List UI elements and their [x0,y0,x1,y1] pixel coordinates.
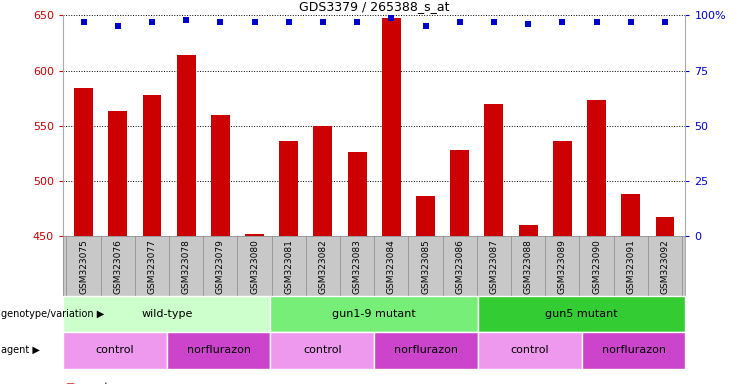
Text: GSM323077: GSM323077 [147,239,156,294]
Bar [553,141,572,236]
Text: GSM323086: GSM323086 [455,239,464,294]
Text: gun5 mutant: gun5 mutant [545,309,618,319]
Text: GSM323078: GSM323078 [182,239,190,294]
Text: GSM323075: GSM323075 [79,239,88,294]
Text: agent ▶: agent ▶ [1,345,39,356]
Bar [382,18,401,236]
Bar [63,332,167,369]
Text: GSM323081: GSM323081 [285,239,293,294]
Bar [313,126,332,236]
Text: norflurazon: norflurazon [187,345,250,356]
Text: count: count [79,382,109,384]
Bar [587,100,606,236]
Text: GSM323090: GSM323090 [592,239,601,294]
Bar [74,88,93,236]
Bar [108,111,127,236]
Title: GDS3379 / 265388_s_at: GDS3379 / 265388_s_at [299,0,450,13]
Text: GSM323080: GSM323080 [250,239,259,294]
Bar [270,296,478,332]
Bar [374,332,478,369]
Text: wild-type: wild-type [141,309,193,319]
Text: GSM323083: GSM323083 [353,239,362,294]
Bar [519,225,537,236]
Text: norflurazon: norflurazon [602,345,665,356]
Bar [478,296,685,332]
Bar [142,95,162,236]
Text: control: control [96,345,134,356]
Bar [485,104,503,236]
Bar [478,332,582,369]
Bar [245,234,264,236]
Text: GSM323085: GSM323085 [421,239,430,294]
Bar [582,332,685,369]
Text: genotype/variation ▶: genotype/variation ▶ [1,309,104,319]
Bar [656,217,674,236]
Text: GSM323076: GSM323076 [113,239,122,294]
Text: ■: ■ [65,382,74,384]
Text: gun1-9 mutant: gun1-9 mutant [332,309,416,319]
Bar [63,296,270,332]
Bar [279,141,298,236]
Text: GSM323092: GSM323092 [660,239,669,294]
Bar [270,332,374,369]
Text: GSM323084: GSM323084 [387,239,396,294]
Bar [451,150,469,236]
Text: GSM323088: GSM323088 [524,239,533,294]
Text: GSM323091: GSM323091 [626,239,635,294]
Bar [211,115,230,236]
Text: control: control [303,345,342,356]
Text: GSM323079: GSM323079 [216,239,225,294]
Text: control: control [511,345,549,356]
Bar [167,332,270,369]
Bar [621,194,640,236]
Text: GSM323082: GSM323082 [319,239,328,294]
Bar [176,55,196,236]
Text: GSM323087: GSM323087 [489,239,499,294]
Text: norflurazon: norflurazon [394,345,458,356]
Text: GSM323089: GSM323089 [558,239,567,294]
Bar [348,152,367,236]
Bar [416,196,435,236]
